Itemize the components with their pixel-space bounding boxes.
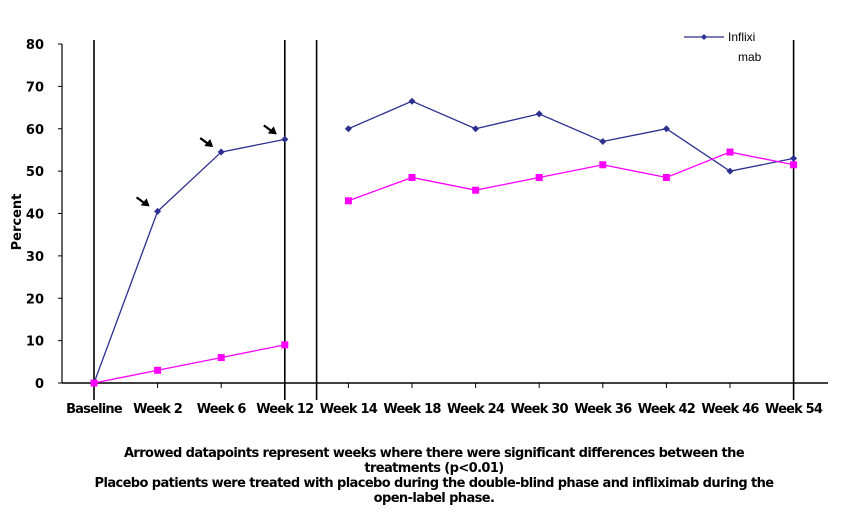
series-1-point-2	[217, 354, 225, 362]
legend-marker-infliximab	[701, 34, 707, 40]
y-tick-label-80: 80	[26, 38, 44, 53]
y-axis-ticks: 0 10 20 30 40 50 60 70 80	[26, 38, 62, 392]
series-0-line-segment-0	[93, 138, 285, 384]
legend-label-line1: Inflixi	[728, 30, 755, 44]
x-tick-label-4: Week 14	[320, 402, 378, 417]
legend: Inflixi mab	[684, 30, 762, 64]
line-chart: 0 10 20 30 40 50 60 70 80 Baseline Week 2 Week 6 We…	[10, 30, 828, 417]
x-tick-label-11: Week 54	[765, 402, 823, 417]
series-1-point-4	[344, 197, 352, 205]
x-tick-label-6: Week 24	[447, 402, 505, 417]
series-0-point-6	[472, 125, 480, 133]
x-axis-ticks: Baseline Week 2 Week 6 Week 12 Week 14 Week 1…	[66, 383, 824, 417]
significance-arrows	[135, 124, 277, 207]
legend-label-line2: mab	[738, 50, 762, 64]
axes	[61, 44, 828, 384]
series-0-point-4	[344, 125, 352, 133]
series-0-point-9	[662, 125, 670, 133]
x-tick-label-1: Week 2	[133, 402, 182, 417]
series-1-point-6	[472, 186, 480, 194]
y-tick-label-10: 10	[26, 335, 44, 350]
vertical-reference-lines	[93, 40, 795, 400]
x-tick-label-0: Baseline	[66, 402, 123, 417]
y-tick-label-0: 0	[35, 377, 44, 392]
x-tick-label-9: Week 42	[638, 402, 695, 417]
y-tick-label-20: 20	[26, 292, 44, 307]
series-1-line-segment-0	[93, 344, 285, 384]
arrow-1	[135, 196, 150, 207]
arrow-head-2	[204, 139, 214, 148]
y-tick-label-50: 50	[26, 165, 44, 180]
series-1-point-3	[281, 341, 289, 349]
series-1-point-10	[726, 148, 734, 156]
x-tick-label-3: Week 12	[256, 402, 313, 417]
x-tick-label-8: Week 36	[574, 402, 632, 417]
series-0-point-1	[154, 207, 162, 215]
y-axis-label: Percent	[10, 194, 25, 251]
series-1-point-7	[535, 173, 543, 181]
y-tick-label-30: 30	[26, 250, 44, 265]
series-0-point-7	[535, 110, 543, 118]
series-0-point-5	[408, 97, 416, 105]
y-tick-label-70: 70	[26, 80, 44, 95]
x-tick-label-5: Week 18	[383, 402, 441, 417]
series-1-point-1	[154, 366, 162, 374]
series-0-line-segment-1	[348, 100, 794, 172]
series-lines	[90, 97, 798, 387]
series-0-point-11	[790, 154, 798, 162]
y-tick-label-60: 60	[26, 123, 44, 138]
caption-line-4: open-label phase.	[373, 491, 495, 506]
caption-line-2: treatments (p<0.01)	[364, 461, 504, 476]
series-0-point-3	[281, 135, 289, 143]
arrow-head-1	[140, 198, 150, 207]
series-1-point-5	[408, 173, 416, 181]
series-1-point-9	[662, 173, 670, 181]
series-0-point-10	[726, 167, 734, 175]
series-1-line-segment-1	[348, 151, 794, 202]
caption-line-1: Arrowed datapoints represent weeks where…	[123, 446, 745, 461]
caption-line-3: Placebo patients were treated with place…	[94, 476, 775, 491]
y-tick-label-40: 40	[26, 208, 44, 223]
series-1-point-0	[90, 379, 98, 387]
arrow-head-3	[267, 126, 277, 135]
arrow-3	[263, 124, 277, 135]
series-1-point-11	[790, 161, 798, 169]
x-tick-label-7: Week 30	[511, 402, 569, 417]
x-tick-label-2: Week 6	[197, 402, 247, 417]
arrow-2	[199, 137, 214, 148]
series-1-point-8	[599, 161, 607, 169]
x-tick-label-10: Week 46	[701, 402, 759, 417]
series-0-point-2	[217, 148, 225, 156]
series-0-point-8	[599, 137, 607, 145]
